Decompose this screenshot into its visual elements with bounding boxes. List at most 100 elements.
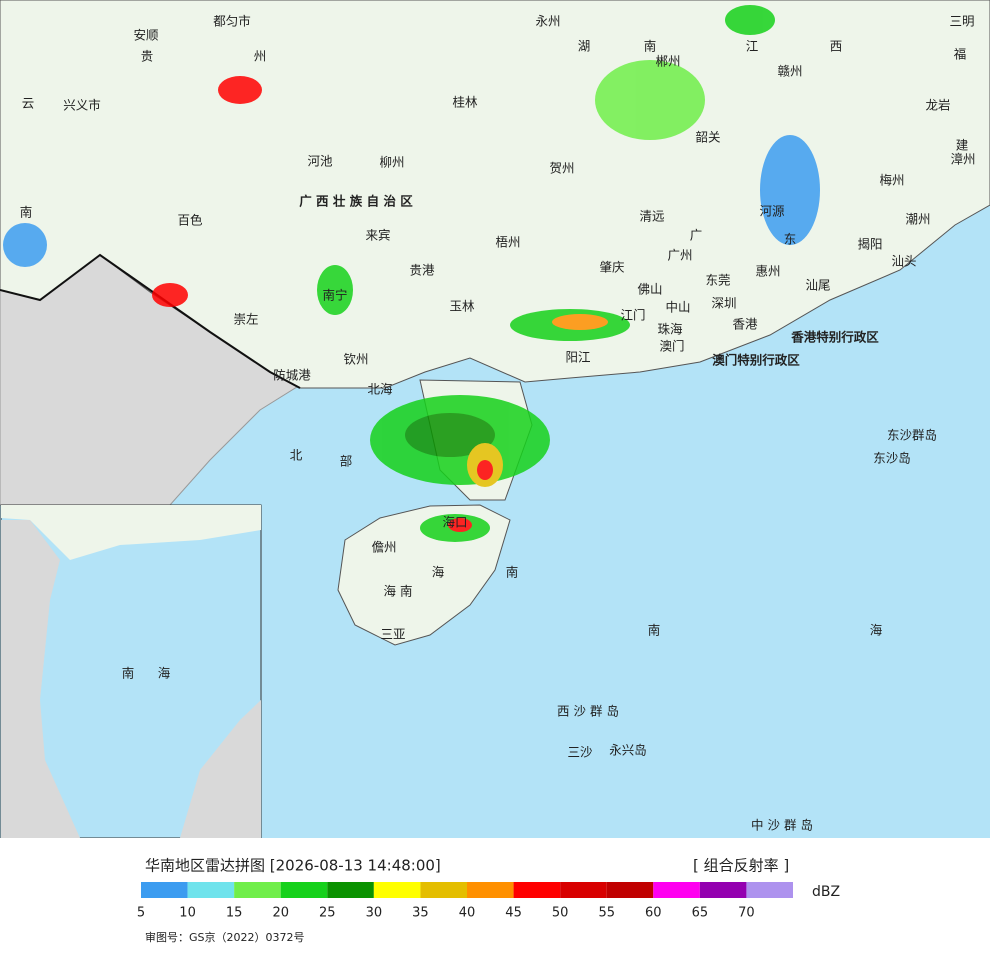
place-label: 兴义市 [63, 98, 101, 113]
place-label: 梅州 [879, 173, 904, 188]
inset-land [180, 700, 261, 838]
place-label: 龙岩 [925, 98, 950, 113]
place-label: 肇庆 [599, 260, 625, 275]
title: 华南地区雷达拼图 [2026-08-13 14:48:00] [145, 857, 441, 875]
place-label: 香港 [732, 317, 758, 332]
place-label: 东莞 [705, 273, 730, 288]
place-label: 安顺 [133, 28, 158, 43]
legend-swatch [746, 882, 793, 898]
place-label: 惠州 [755, 264, 780, 279]
legend-tick-label: 60 [645, 906, 662, 921]
place-label: 海 [432, 565, 445, 580]
place-label: 中 沙 群 岛 [751, 818, 813, 833]
place-label: 海 [870, 623, 883, 638]
legend-swatch [373, 882, 421, 898]
legend-swatch [467, 882, 514, 898]
radar-echo [760, 135, 820, 245]
place-label: 海口 [442, 515, 467, 530]
place-label: 东沙群岛 [887, 428, 937, 443]
border [0, 253, 301, 389]
legend-tick-label: 10 [179, 906, 196, 921]
legend-tick-label: 50 [552, 906, 569, 921]
place-label: 江门 [620, 308, 645, 323]
place-label: 州 [254, 49, 267, 64]
inset-label: 海 [158, 666, 171, 681]
place-label: 广 [690, 228, 703, 243]
place-label: 海 南 [384, 584, 413, 599]
legend-tick-label: 70 [738, 906, 755, 921]
place-label: 桂林 [452, 95, 478, 110]
legend-tick-label: 30 [366, 906, 383, 921]
place-label: 韶关 [695, 130, 720, 145]
legend-tick-label: 65 [692, 906, 709, 921]
legend-tick-label: 5 [137, 906, 145, 921]
inset-land [1, 520, 80, 838]
place-label: 潮州 [905, 212, 930, 227]
place-label: 江 [746, 39, 759, 54]
legend-swatch [141, 882, 188, 898]
place-label: 防城港 [273, 368, 311, 383]
place-label: 湖 [578, 39, 591, 54]
legend-swatch [280, 882, 328, 898]
map: 永州湖南江西三明福安顺都匀市贵州郴州赣州兴义市云 桂林 龙岩韶关建河池 柳州 贺州漳州梅… [0, 0, 990, 839]
place-label: 都匀市 [213, 14, 251, 29]
place-label: 阳江 [565, 350, 590, 365]
place-label: 漳州 [950, 152, 975, 167]
legend-swatch [653, 882, 700, 898]
place-label: 珠海 [657, 322, 683, 337]
legend-unit: dBZ [812, 884, 840, 900]
place-label: 西 [830, 39, 843, 54]
place-label: 柳州 [379, 155, 404, 170]
legend-swatch [560, 882, 607, 898]
place-label: 广州 [667, 248, 692, 263]
inset-label: 南 [122, 666, 135, 681]
place-label: 南 [644, 39, 657, 54]
radar-echo [405, 413, 495, 457]
legend-swatch [327, 882, 374, 898]
radar-echo [218, 76, 262, 104]
place-label: 三明 [949, 14, 974, 29]
place-label: 三沙 [567, 745, 593, 760]
legend-swatch [606, 882, 654, 898]
radar-echo [725, 5, 775, 35]
legend-swatch [420, 882, 467, 898]
radar-echo [3, 223, 47, 267]
place-label: 永兴岛 [609, 743, 647, 758]
place-labels: 永州湖南江西三明福安顺都匀市贵州郴州赣州兴义市云 桂林 龙岩韶关建河池 柳州 贺州漳州梅… [20, 14, 976, 833]
legend-swatch [234, 882, 281, 898]
place-label: 来宾 [365, 228, 390, 243]
place-label: 汕头 [891, 254, 916, 269]
place-label: 澳门 [659, 339, 684, 354]
place-label: 佛山 [637, 282, 662, 297]
inset-land [1, 505, 261, 560]
place-label: 南 [648, 623, 661, 638]
legend-tick-label: 35 [412, 906, 429, 921]
place-label: 云 [22, 96, 35, 111]
footer-panel [0, 838, 990, 959]
place-label: 汕尾 [805, 278, 830, 293]
place-label: 贵港 [409, 263, 435, 278]
radar-echoes [3, 5, 820, 542]
legend-swatch [187, 882, 235, 898]
place-label: 东 [784, 232, 797, 247]
place-label: 中山 [665, 300, 690, 315]
legend: 5 10 15 20 25 30 35 40 45 50 55 60 65 70 [137, 882, 793, 921]
radar-echo [152, 283, 188, 307]
place-label: 建 [956, 138, 969, 153]
place-label: 儋州 [371, 540, 396, 555]
legend-tick-label: 55 [598, 906, 615, 921]
place-label: 钦州 [343, 352, 368, 367]
place-label: 赣州 [777, 64, 802, 79]
approval-number: 审图号：GS京（2022）0372号 [145, 930, 305, 944]
place-label: 北 [290, 448, 303, 463]
legend-tick-label: 45 [505, 906, 522, 921]
place-label: 深圳 [711, 296, 736, 311]
legend-swatch [699, 882, 747, 898]
legend-tick-label: 20 [272, 906, 289, 921]
place-label: 梧州 [495, 235, 520, 250]
place-label: 玉林 [449, 299, 475, 314]
place-label: 南 [506, 565, 519, 580]
place-label: 三亚 [380, 627, 405, 642]
place-label: 部 [340, 454, 353, 469]
